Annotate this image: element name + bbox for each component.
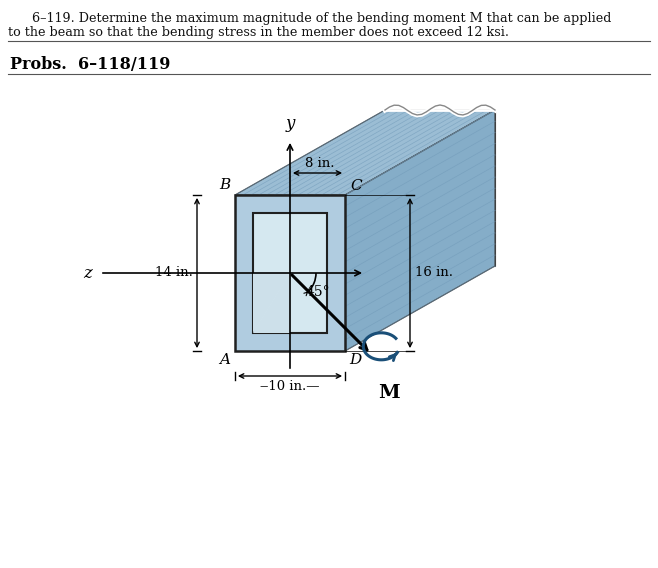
Text: z: z <box>84 265 92 282</box>
Text: C: C <box>350 179 362 193</box>
Text: y: y <box>286 115 295 132</box>
Text: 45°: 45° <box>306 285 330 299</box>
Text: to the beam so that the bending stress in the member does not exceed 12 ksi.: to the beam so that the bending stress i… <box>8 26 509 39</box>
Text: D: D <box>349 353 361 367</box>
Text: M: M <box>378 385 400 402</box>
Polygon shape <box>345 110 495 351</box>
Text: 14 in.: 14 in. <box>155 266 193 279</box>
Polygon shape <box>253 273 290 333</box>
Polygon shape <box>235 195 345 351</box>
Polygon shape <box>253 213 327 333</box>
Text: 8 in.: 8 in. <box>305 157 334 170</box>
Text: A: A <box>219 353 230 367</box>
Polygon shape <box>385 110 495 266</box>
Polygon shape <box>253 273 290 333</box>
Text: B: B <box>218 178 230 192</box>
Text: 16 in.: 16 in. <box>415 266 453 279</box>
Text: Probs.  6–118/119: Probs. 6–118/119 <box>10 56 170 73</box>
Polygon shape <box>235 110 495 195</box>
Text: 6–119. Determine the maximum magnitude of the bending moment M that can be appli: 6–119. Determine the maximum magnitude o… <box>32 12 611 25</box>
Text: ‒10 in.—: ‒10 in.— <box>261 380 320 393</box>
